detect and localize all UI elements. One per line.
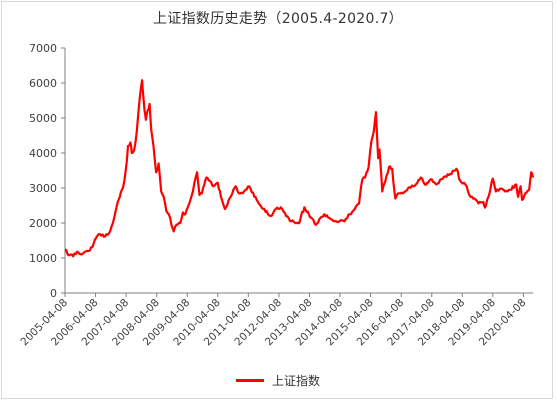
series-layer: [64, 79, 535, 258]
legend-swatch: [235, 379, 264, 382]
y-tick-label: 0: [50, 287, 57, 300]
y-tick-label: 2000: [29, 217, 57, 230]
y-tick-label: 7000: [29, 42, 57, 55]
x-axis-ticks: 2005-04-082006-04-082007-04-082008-04-08…: [18, 293, 529, 348]
y-axis-ticks: 0 1000 2000 3000 4000 5000 6000 7000: [29, 42, 65, 300]
legend-label: 上证指数: [271, 374, 320, 388]
y-tick-label: 6000: [29, 77, 57, 90]
y-tick-label: 1000: [29, 252, 57, 265]
legend: 上证指数: [0, 372, 556, 389]
y-tick-label: 3000: [29, 182, 57, 195]
y-tick-label: 4000: [29, 147, 57, 160]
y-tick-label: 5000: [29, 112, 57, 125]
chart-title: 上证指数历史走势（2005.4-2020.7）: [153, 11, 403, 27]
series-line: [64, 79, 535, 258]
